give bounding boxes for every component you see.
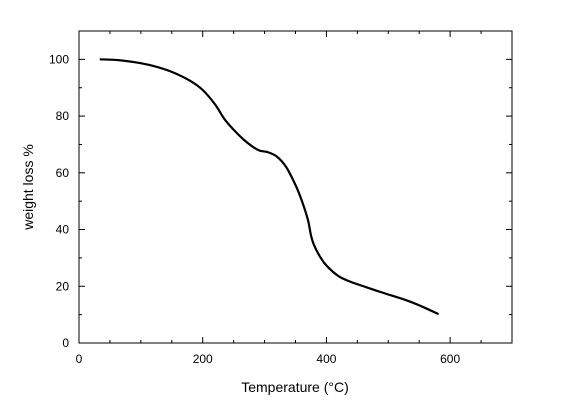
y-tick-label: 40: [56, 223, 70, 237]
x-tick-label: 600: [440, 352, 460, 366]
y-axis-label: weight loss %: [20, 144, 36, 231]
x-tick-label: 400: [316, 352, 336, 366]
y-tick-label: 80: [56, 109, 70, 123]
y-tick-label: 20: [56, 279, 70, 293]
y-axis-ticks: [79, 30, 512, 344]
y-tick-label: 60: [56, 166, 70, 180]
x-axis-label: Temperature (°C): [241, 379, 349, 395]
weight-loss-curve: [99, 58, 439, 315]
y-tick-label: 0: [62, 336, 69, 350]
y-axis-tick-labels: 0 20 40 60 80 100: [49, 52, 69, 350]
x-tick-label: 0: [76, 352, 83, 366]
y-tick-label: 100: [49, 52, 69, 66]
x-axis-tick-labels: 0 200 400 600: [76, 352, 461, 366]
x-axis-ticks: [78, 31, 513, 343]
x-tick-label: 200: [193, 352, 213, 366]
